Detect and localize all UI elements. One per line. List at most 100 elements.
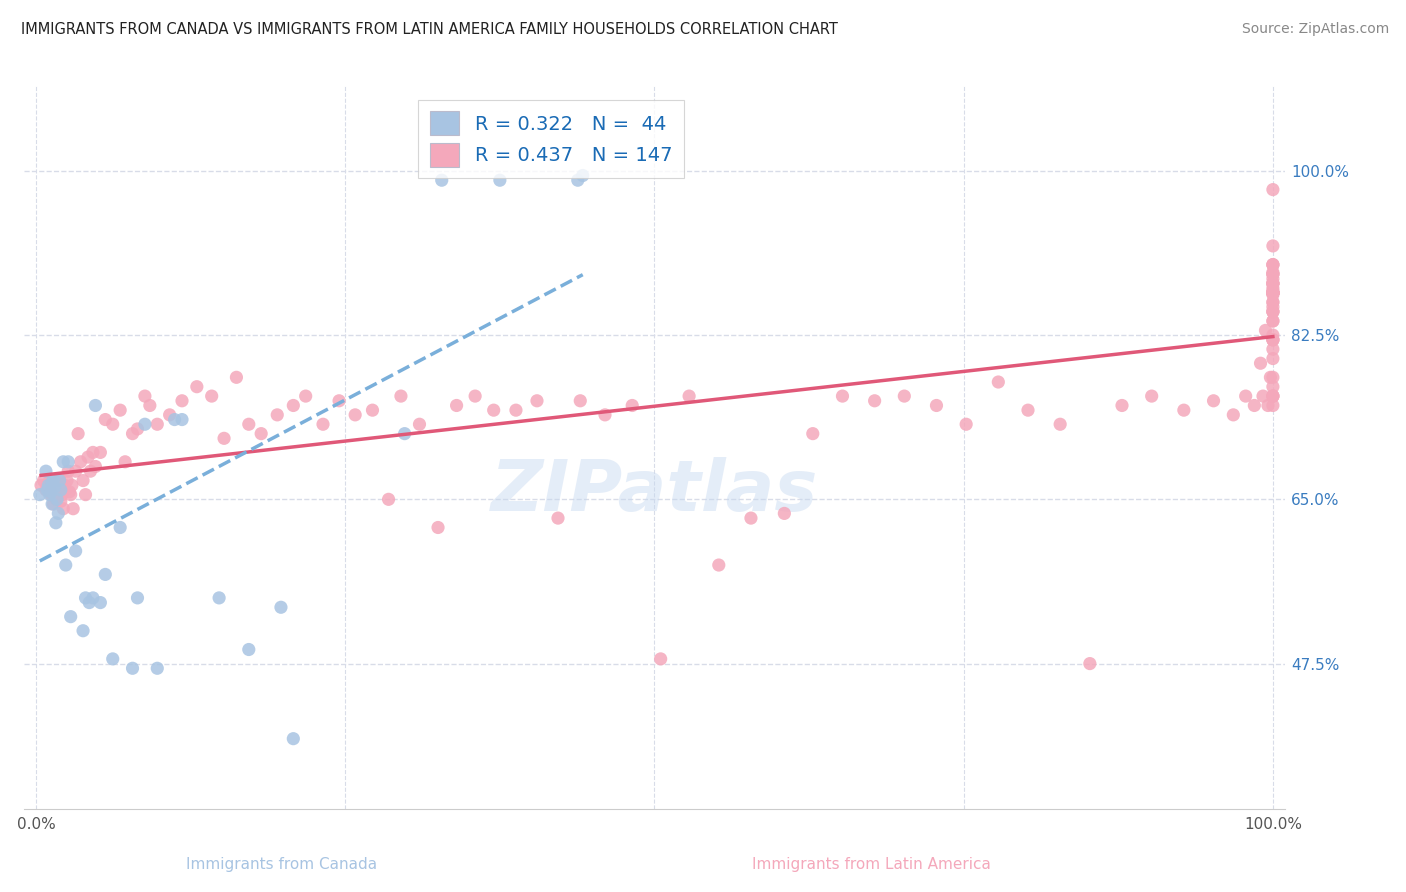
Point bbox=[134, 417, 156, 432]
Point bbox=[1261, 267, 1284, 281]
Point bbox=[1261, 314, 1284, 328]
Text: Immigrants from Latin America: Immigrants from Latin America bbox=[752, 857, 991, 872]
Point bbox=[186, 380, 208, 394]
Point bbox=[1261, 285, 1284, 300]
Point bbox=[1254, 323, 1277, 337]
Point bbox=[238, 642, 260, 657]
Point bbox=[49, 494, 72, 508]
Point bbox=[170, 412, 193, 426]
Point bbox=[101, 652, 124, 666]
Point bbox=[377, 492, 399, 507]
Point bbox=[69, 455, 91, 469]
Point bbox=[740, 511, 762, 525]
Point bbox=[38, 488, 60, 502]
Point bbox=[77, 450, 100, 464]
Point bbox=[1261, 399, 1284, 413]
Point bbox=[389, 389, 412, 403]
Point bbox=[1261, 333, 1284, 347]
Point bbox=[159, 408, 181, 422]
Point bbox=[1261, 281, 1284, 295]
Point bbox=[139, 399, 162, 413]
Point bbox=[1261, 285, 1284, 300]
Point bbox=[1261, 304, 1284, 318]
Point bbox=[127, 591, 149, 605]
Point bbox=[1111, 399, 1133, 413]
Point bbox=[30, 478, 52, 492]
Point bbox=[1261, 342, 1284, 356]
Point bbox=[84, 399, 107, 413]
Point bbox=[1261, 285, 1284, 300]
Point bbox=[65, 464, 87, 478]
Point bbox=[101, 417, 124, 432]
Point bbox=[225, 370, 247, 384]
Point bbox=[1261, 267, 1284, 281]
Point bbox=[35, 483, 58, 497]
Point bbox=[773, 507, 796, 521]
Point bbox=[1261, 380, 1284, 394]
Point bbox=[1261, 314, 1284, 328]
Point bbox=[28, 488, 51, 502]
Point bbox=[1261, 304, 1284, 318]
Point bbox=[55, 558, 77, 572]
Point bbox=[1261, 285, 1284, 300]
Point bbox=[394, 426, 416, 441]
Point bbox=[1261, 333, 1284, 347]
Point bbox=[48, 472, 70, 486]
Point bbox=[283, 731, 305, 746]
Point bbox=[987, 375, 1010, 389]
Point bbox=[1257, 399, 1279, 413]
Point bbox=[121, 661, 143, 675]
Point bbox=[1261, 389, 1284, 403]
Legend: R = 0.322   N =  44, R = 0.437   N = 147: R = 0.322 N = 44, R = 0.437 N = 147 bbox=[418, 100, 683, 178]
Point bbox=[84, 459, 107, 474]
Point bbox=[58, 455, 80, 469]
Point bbox=[72, 474, 94, 488]
Point bbox=[955, 417, 977, 432]
Point bbox=[46, 507, 69, 521]
Point bbox=[831, 389, 853, 403]
Point bbox=[108, 520, 131, 534]
Point bbox=[1260, 370, 1282, 384]
Text: Immigrants from Canada: Immigrants from Canada bbox=[186, 857, 377, 872]
Point bbox=[328, 393, 350, 408]
Point bbox=[39, 484, 62, 499]
Text: IMMIGRANTS FROM CANADA VS IMMIGRANTS FROM LATIN AMERICA FAMILY HOUSEHOLDS CORREL: IMMIGRANTS FROM CANADA VS IMMIGRANTS FRO… bbox=[21, 22, 838, 37]
Point bbox=[170, 393, 193, 408]
Point bbox=[42, 497, 65, 511]
Point bbox=[1261, 389, 1284, 403]
Point bbox=[312, 417, 335, 432]
Point bbox=[89, 445, 111, 459]
Point bbox=[59, 488, 82, 502]
Point bbox=[82, 591, 104, 605]
Point bbox=[89, 596, 111, 610]
Point bbox=[270, 600, 292, 615]
Point bbox=[1261, 300, 1284, 314]
Point bbox=[62, 501, 84, 516]
Point bbox=[1173, 403, 1195, 417]
Point bbox=[1261, 267, 1284, 281]
Point bbox=[44, 483, 66, 497]
Point bbox=[250, 426, 273, 441]
Point bbox=[94, 567, 117, 582]
Point bbox=[1243, 399, 1265, 413]
Point bbox=[38, 484, 60, 499]
Point bbox=[82, 445, 104, 459]
Point bbox=[505, 403, 527, 417]
Point bbox=[1261, 258, 1284, 272]
Point bbox=[361, 403, 384, 417]
Point bbox=[146, 661, 169, 675]
Point bbox=[1261, 277, 1284, 291]
Point bbox=[1078, 657, 1101, 671]
Point bbox=[1261, 285, 1284, 300]
Point bbox=[344, 408, 367, 422]
Point bbox=[1261, 285, 1284, 300]
Point bbox=[208, 591, 231, 605]
Point bbox=[1202, 393, 1225, 408]
Point bbox=[408, 417, 430, 432]
Point bbox=[41, 497, 63, 511]
Point bbox=[53, 478, 76, 492]
Point bbox=[37, 475, 59, 490]
Point bbox=[446, 399, 468, 413]
Point bbox=[1261, 272, 1284, 286]
Point bbox=[569, 393, 592, 408]
